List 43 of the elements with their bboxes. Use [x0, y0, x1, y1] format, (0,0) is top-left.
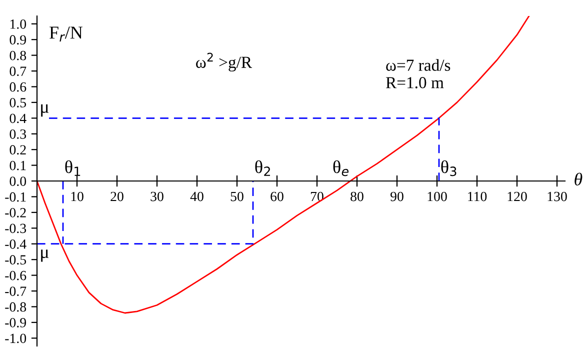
x-tick-label: 100 — [428, 192, 447, 202]
y-tick-label: -0.3 — [5, 224, 26, 234]
y-tick-label: 0.1 — [10, 160, 26, 170]
y-tick-label: -0.5 — [5, 255, 26, 265]
x-tick-label: 80 — [350, 192, 364, 202]
annotation: θ$_{1}$ — [65, 160, 80, 176]
y-tick-label: -0.4 — [5, 239, 26, 249]
annotation: θ$_{2}$ — [255, 160, 270, 176]
y-tick-label: 0.0 — [10, 176, 26, 186]
y-tick-label: -0.1 — [5, 192, 26, 202]
y-tick-label: -0.9 — [5, 318, 26, 328]
y-tick-label: 0.6 — [10, 82, 26, 92]
y-tick-label: -1.0 — [5, 334, 26, 344]
y-tick-label: 0.9 — [10, 35, 26, 45]
y-tick-label: 0.8 — [10, 50, 26, 60]
annotation: μ — [41, 104, 49, 117]
y-axis-title: F$_{r}$/N — [49, 26, 83, 42]
annotation: θ$_{e}$ — [333, 160, 348, 176]
annotation: μ — [41, 250, 49, 262]
x-tick-label: 60 — [270, 192, 284, 202]
x-tick-label: 20 — [110, 192, 124, 202]
annotation: θ$_{3}$ — [441, 160, 456, 176]
x-axis-title: θ — [574, 172, 582, 186]
y-tick-label: -0.6 — [5, 270, 26, 280]
y-tick-label: 0.7 — [10, 66, 26, 76]
x-tick-label: 50 — [230, 192, 244, 202]
y-tick-label: 0.4 — [10, 114, 26, 124]
x-tick-label: 110 — [468, 192, 487, 202]
x-tick-label: 10 — [71, 192, 84, 202]
x-tick-label: 90 — [390, 192, 404, 202]
y-tick-label: 0.2 — [10, 145, 26, 155]
y-tick-label: 0.5 — [10, 98, 26, 108]
x-tick-label: 120 — [508, 192, 527, 202]
x-tick-label: 30 — [150, 192, 164, 202]
annotation: ω=7 rad/s R=1.0 m — [386, 59, 450, 88]
x-tick-label: 130 — [548, 192, 567, 202]
y-tick-label: -0.8 — [5, 302, 26, 312]
annotation: ω$^{2}$ >g/R — [196, 52, 252, 72]
y-tick-label: 1.0 — [10, 19, 26, 29]
y-tick-label: -0.7 — [5, 286, 26, 296]
y-tick-label: -0.2 — [5, 208, 26, 218]
y-tick-label: 0.3 — [10, 129, 26, 139]
x-tick-label: 40 — [190, 192, 204, 202]
